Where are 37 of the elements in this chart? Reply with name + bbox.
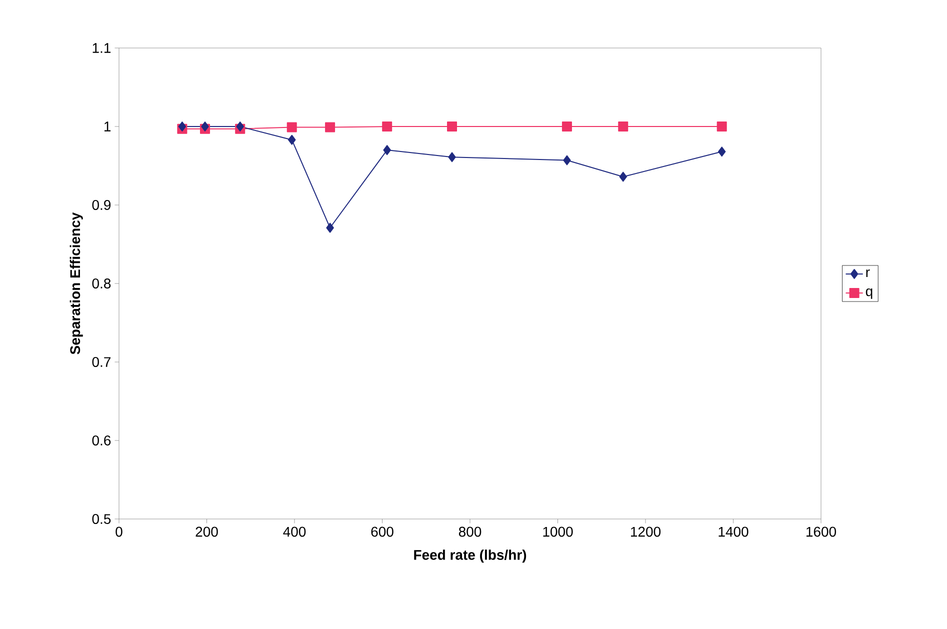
point [325,122,336,132]
point [716,122,727,132]
point [201,122,209,132]
x-tick-label: 1200 [631,526,661,537]
x-tick-label: 1400 [718,526,748,537]
legend-label: r [866,269,870,277]
point [718,146,726,157]
point [619,172,628,182]
x-axis-title: Feed rate (lbs/hr) [414,550,526,563]
point [288,134,296,145]
x-tick-label: 400 [283,526,306,537]
point [447,122,458,132]
x-tick-label: 0 [116,526,122,537]
point [563,155,571,166]
point [236,122,244,132]
y-tick-label: 0.5 [92,514,111,524]
legend-label: q [866,288,872,299]
point [618,122,628,132]
x-tick-label: 600 [371,526,394,537]
x-tick-label: 1000 [543,526,573,537]
y-tick-label: 0.8 [92,278,111,288]
y-tick-label: 1 [104,122,111,132]
y-tick-label: 0.9 [92,200,111,210]
x-tick-label: 1600 [806,526,836,537]
y-tick-label: 0.6 [92,436,111,446]
point [562,122,572,132]
point [286,122,297,132]
y-tick-label: 1.1 [92,43,111,53]
x-tick-label: 800 [458,526,482,537]
point [448,152,456,162]
y-tick-label: 0.7 [92,357,111,367]
x-tick-label: 200 [196,526,218,537]
point [326,222,334,233]
point [178,122,186,132]
point [382,122,392,132]
point [383,145,391,156]
y-axis-title: Separation Efficiency [70,212,83,354]
